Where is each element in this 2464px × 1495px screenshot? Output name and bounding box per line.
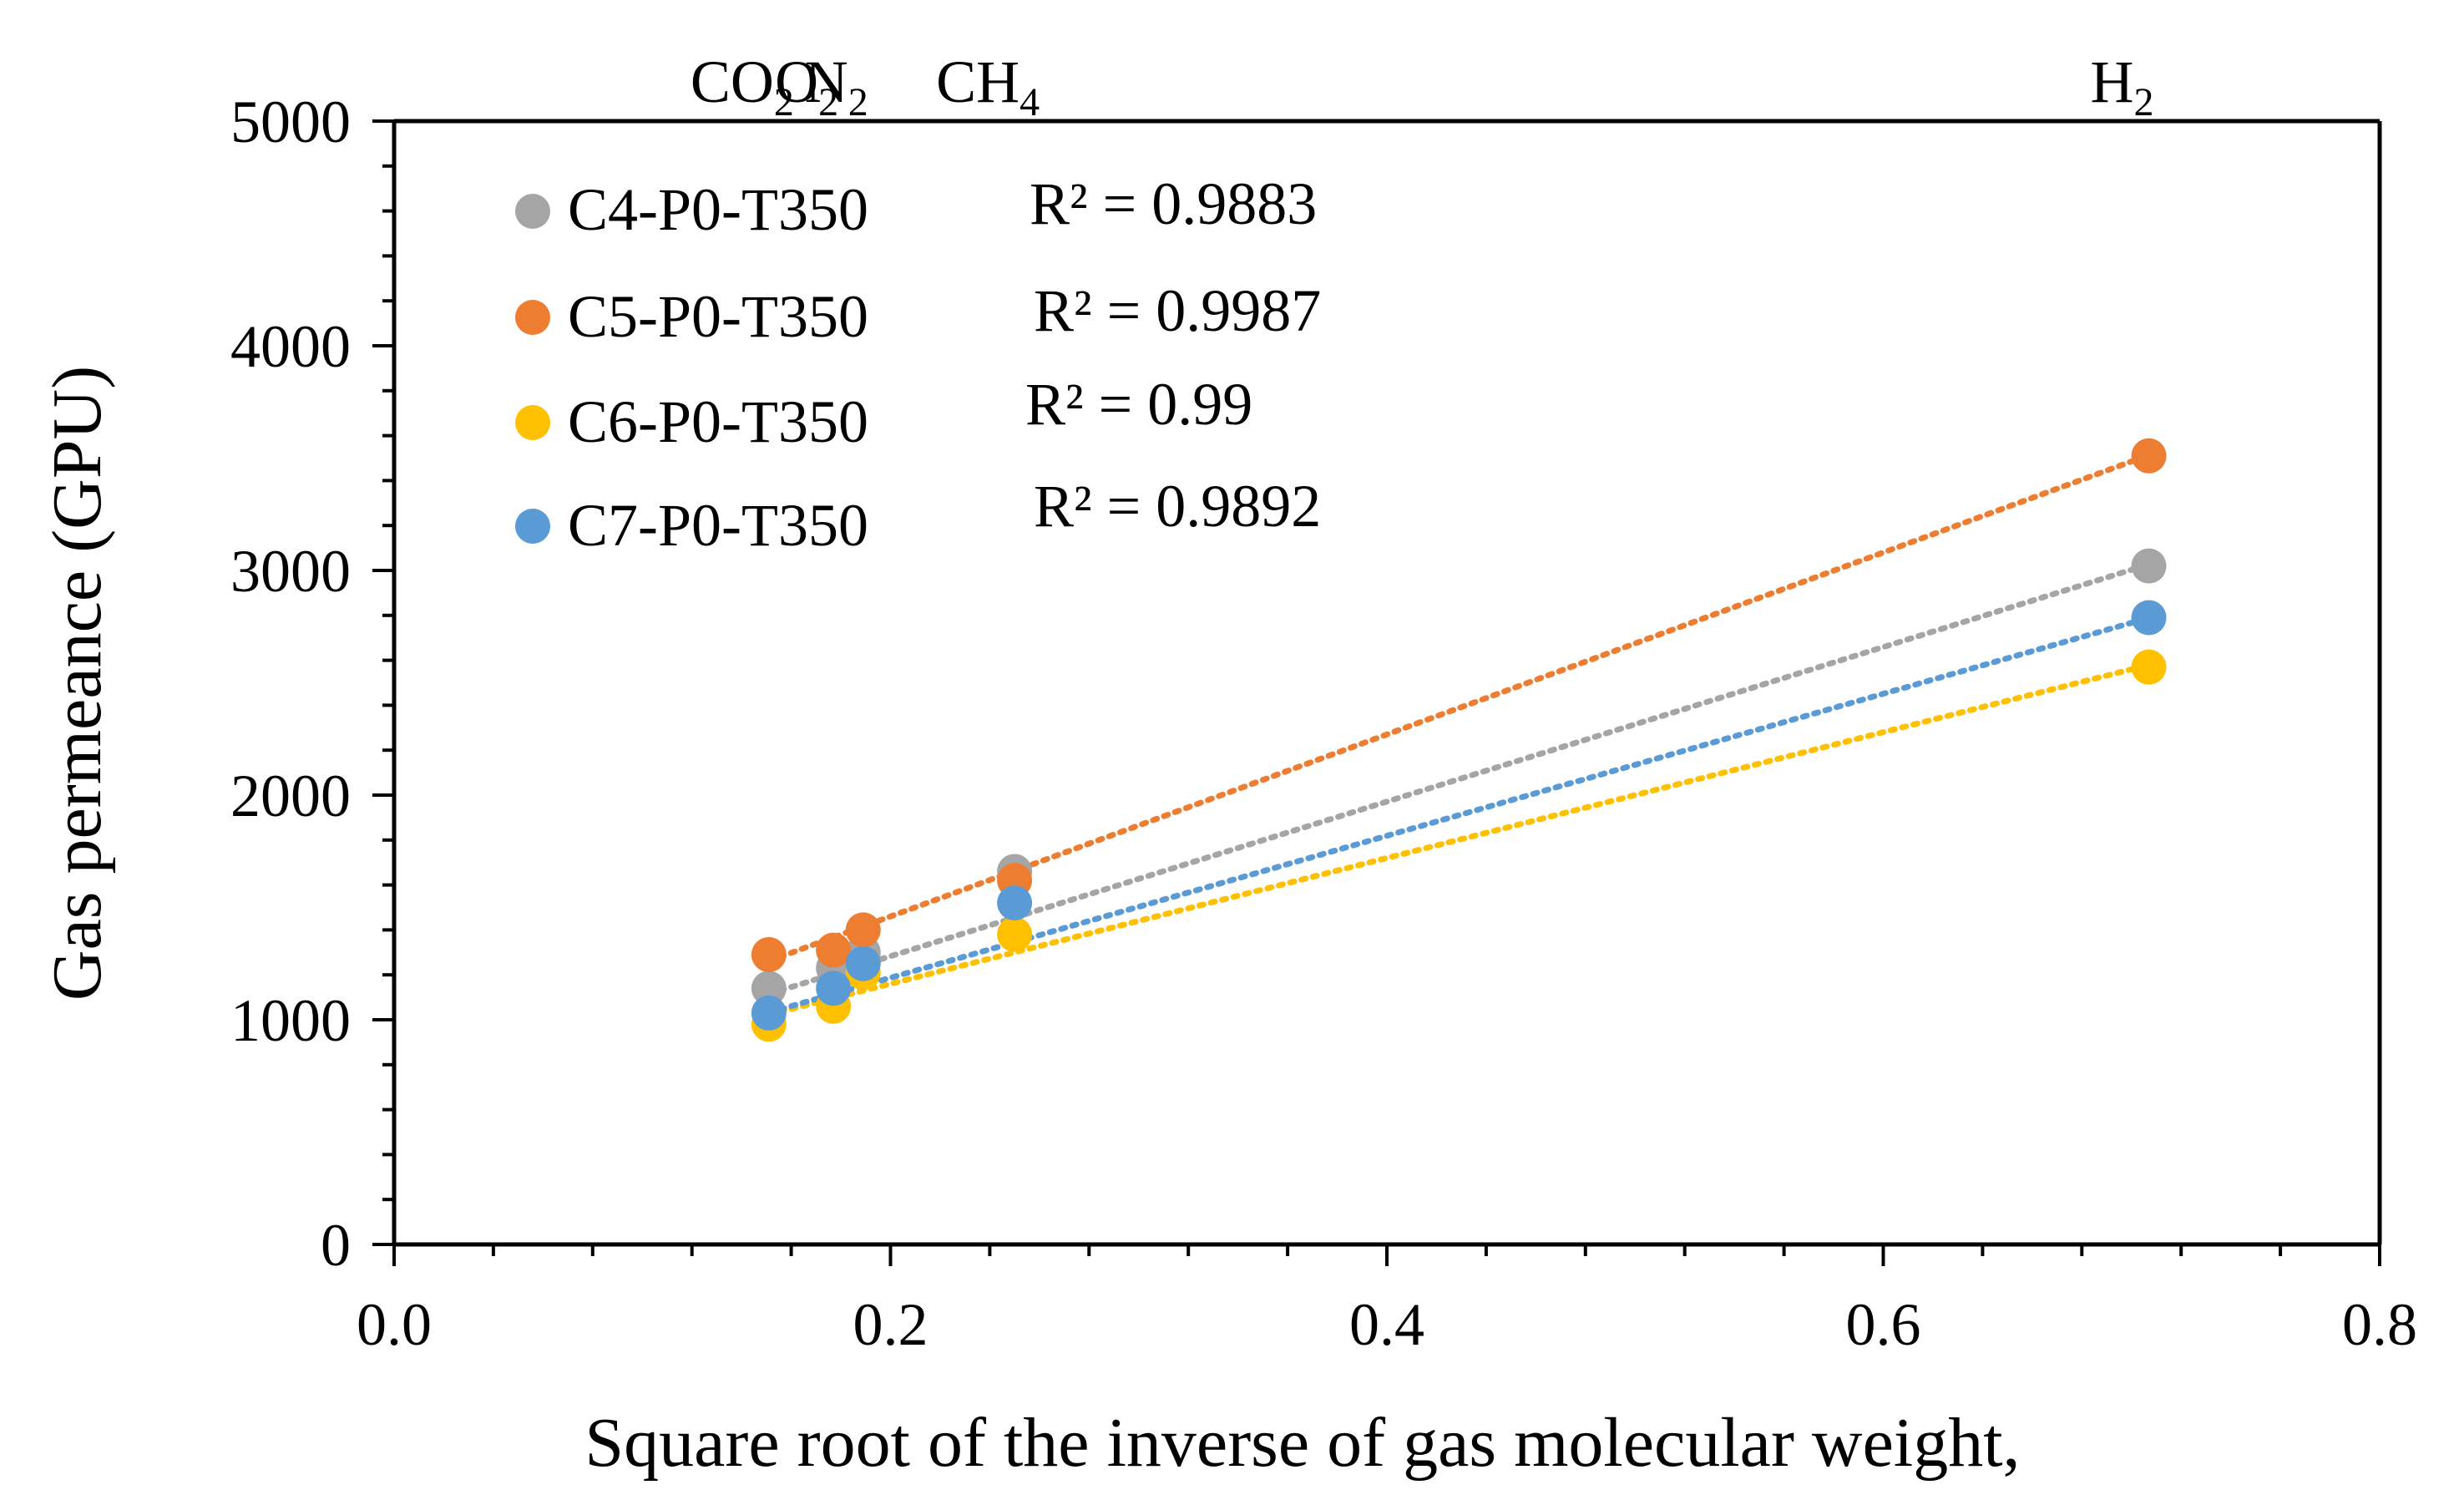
gas-label-subscript: 4 [1019, 80, 1040, 124]
legend-label-c5: C5-P0-T350 [568, 283, 868, 350]
y-axis-title: Gas permeance (GPU) [38, 366, 116, 1001]
data-point-series-4 [816, 970, 852, 1006]
gas-label-subscript: 2 [774, 80, 794, 124]
gas-label-subscript: 2 [2134, 80, 2154, 124]
data-point-series-2 [2131, 438, 2167, 474]
axis-ticks [372, 119, 2381, 1266]
data-point-series-4 [845, 945, 881, 981]
data-point-series-4 [997, 885, 1033, 921]
data-point-series-1 [751, 970, 787, 1006]
y-tick-label: 1000 [230, 987, 351, 1054]
data-point-series-4 [751, 995, 787, 1031]
r2-label-c4: R² = 0.9883 [1030, 170, 1317, 237]
y-tick-label: 2000 [230, 763, 351, 829]
gas-label: O2 [775, 48, 838, 124]
legend-label-c4: C4-P0-T350 [568, 176, 868, 243]
data-point-series-3 [2131, 649, 2167, 685]
x-tick-label: 0.4 [1349, 1291, 1424, 1358]
x-axis-title: Square root of the inverse of gas molecu… [584, 1404, 2020, 1482]
data-points [751, 438, 2167, 1042]
legend: C4-P0-T350 C5-P0-T350 C6-P0-T350 C7-P0-T… [515, 176, 868, 559]
x-tick-label: 0.8 [2342, 1291, 2417, 1358]
gas-label: CH4 [936, 48, 1040, 124]
trendline-series-1 [766, 561, 2153, 997]
tick-labels: 0 1000 2000 3000 4000 5000 0.0 0.2 0.4 0.6 0.8 [230, 89, 2417, 1358]
r2-label-c6: R² = 0.99 [1025, 371, 1252, 438]
gas-label: N2 [805, 48, 868, 124]
trendlines [766, 452, 2153, 1018]
gas-label-subscript: 2 [818, 80, 838, 124]
data-point-series-1 [2131, 548, 2167, 584]
data-point-series-2 [816, 932, 852, 968]
gas-label-subscript: 2 [848, 80, 868, 124]
gas-label: H2 [2091, 48, 2154, 124]
y-tick-label: 5000 [230, 89, 351, 155]
data-point-series-4 [2131, 600, 2167, 636]
trendline-series-4 [766, 615, 2153, 1016]
data-point-series-3 [997, 916, 1033, 952]
x-tick-label: 0.6 [1846, 1291, 1921, 1358]
y-tick-label: 0 [321, 1212, 351, 1279]
y-tick-label: 3000 [230, 538, 351, 605]
x-tick-label: 0.2 [853, 1291, 928, 1358]
r2-label-c5: R² = 0.9987 [1034, 277, 1321, 344]
r2-label-c7: R² = 0.9892 [1034, 473, 1321, 540]
x-tick-label: 0.0 [357, 1291, 432, 1358]
legend-marker-c4 [515, 194, 550, 229]
data-point-series-2 [845, 912, 881, 948]
trendline-series-2 [766, 452, 2153, 965]
y-tick-label: 4000 [230, 313, 351, 380]
legend-label-c6: C6-P0-T350 [568, 388, 868, 455]
legend-marker-c7 [515, 509, 550, 544]
legend-marker-c5 [515, 300, 550, 335]
legend-marker-c6 [515, 405, 550, 440]
trendline-series-3 [766, 661, 2153, 1018]
data-point-series-2 [751, 936, 787, 972]
legend-label-c7: C7-P0-T350 [568, 492, 868, 559]
r-squared-labels: R² = 0.9883 R² = 0.9987 R² = 0.99 R² = 0… [1025, 170, 1321, 540]
